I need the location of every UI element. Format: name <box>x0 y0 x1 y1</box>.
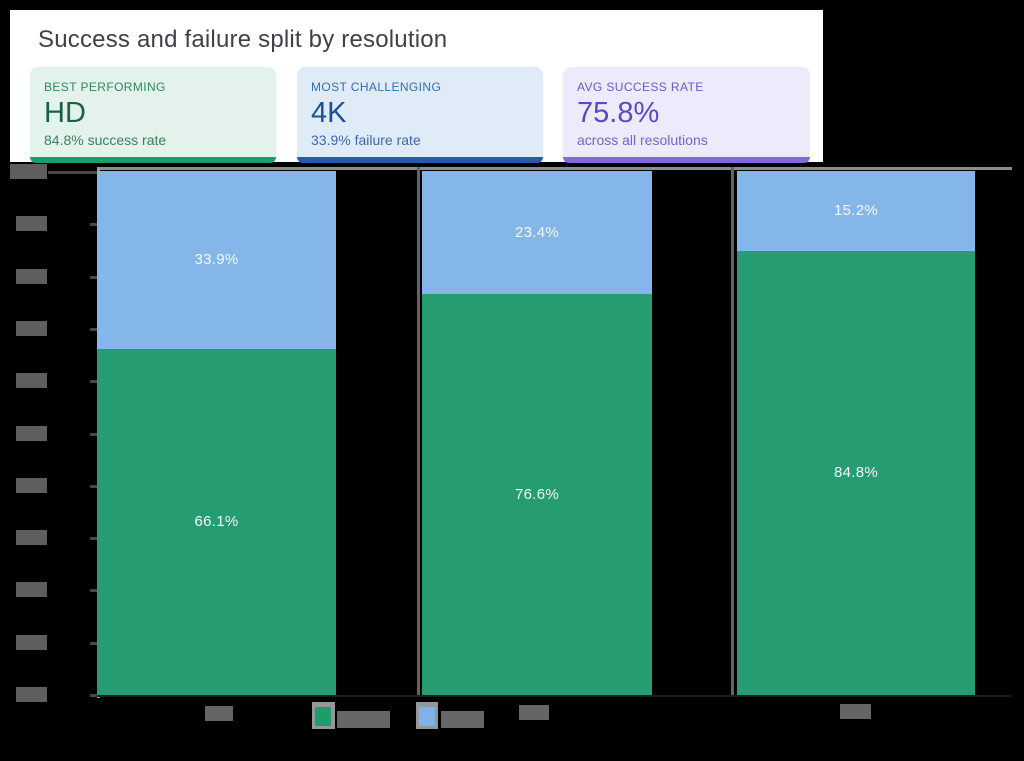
plot-top-spine <box>97 167 1012 170</box>
y-tick-label-redacted <box>16 582 47 598</box>
card-label: AVG SUCCESS RATE <box>577 80 704 94</box>
summary-card-avg-success-rate: AVG SUCCESS RATE 75.8% across all resolu… <box>563 67 810 163</box>
bar-value-label: 76.6% <box>514 485 560 503</box>
y-tick-label-redacted <box>10 164 47 179</box>
bar-value-label: 23.4% <box>514 223 560 241</box>
bar-group-3: 15.2% 84.8% <box>737 171 975 695</box>
y-tick-mark <box>90 432 97 436</box>
legend-swatch-success <box>315 707 331 726</box>
gridline-vertical <box>417 167 420 695</box>
card-subtitle: 84.8% success rate <box>44 132 167 148</box>
y-tick-label-redacted <box>16 320 47 336</box>
y-tick-label-redacted <box>16 268 47 284</box>
y-tick-mark <box>90 641 97 645</box>
y-tick-label-redacted <box>16 634 47 650</box>
x-tick-label-redacted <box>205 706 233 721</box>
bar-segment-failure[interactable]: 23.4% <box>422 171 652 294</box>
y-tick-label-redacted <box>16 373 47 389</box>
card-accent-bar <box>563 157 810 163</box>
x-tick-label-redacted <box>840 704 871 719</box>
bar-segment-success[interactable]: 84.8% <box>737 250 975 695</box>
y-tick-mark <box>90 537 97 541</box>
card-accent-bar <box>30 157 276 163</box>
y-tick-label-redacted <box>16 216 47 232</box>
y-tick-mark <box>90 327 97 331</box>
legend-label-redacted[interactable] <box>441 711 484 728</box>
page-title: Success and failure split by resolution <box>38 26 448 53</box>
bar-value-label: 84.8% <box>833 464 879 482</box>
chart-header-panel: Success and failure split by resolution … <box>10 10 823 163</box>
y-tick-mark <box>90 694 97 697</box>
bar-value-label: 33.9% <box>194 251 239 269</box>
card-subtitle: 33.9% failure rate <box>311 132 421 148</box>
bar-value-label: 15.2% <box>833 202 879 220</box>
y-tick-mark <box>90 380 97 384</box>
bar-segment-failure[interactable]: 33.9% <box>97 171 336 349</box>
y-tick-mark <box>90 589 97 593</box>
card-value: 75.8% <box>577 97 660 129</box>
y-tick-label-redacted <box>16 425 47 441</box>
summary-card-best-performing: BEST PERFORMING HD 84.8% success rate <box>30 67 276 163</box>
y-tick-label-redacted <box>16 477 47 493</box>
y-tick-mark <box>90 275 97 279</box>
bar-segment-success[interactable]: 66.1% <box>97 348 336 695</box>
card-label: BEST PERFORMING <box>44 80 166 94</box>
y-tick-label-redacted <box>16 530 47 546</box>
y-tick-mark <box>90 484 97 488</box>
card-accent-bar <box>297 157 543 163</box>
y-tick-mark <box>48 171 97 174</box>
gridline-vertical <box>731 167 734 695</box>
summary-card-most-challenging: MOST CHALLENGING 4K 33.9% failure rate <box>297 67 543 163</box>
bar-segment-failure[interactable]: 15.2% <box>737 171 975 251</box>
bar-group-2: 23.4% 76.6% <box>422 171 652 695</box>
legend-swatch-failure <box>419 707 435 726</box>
card-subtitle: across all resolutions <box>577 132 708 148</box>
y-tick-mark <box>90 223 97 227</box>
card-label: MOST CHALLENGING <box>311 80 442 94</box>
card-value: HD <box>44 97 86 129</box>
bar-group-1: 33.9% 66.1% <box>97 171 336 695</box>
card-value: 4K <box>311 97 347 129</box>
x-axis-line <box>97 695 1012 697</box>
legend-label-redacted[interactable] <box>337 711 390 728</box>
bar-value-label: 66.1% <box>194 513 239 531</box>
x-tick-label-redacted <box>519 705 549 720</box>
y-tick-label-redacted <box>16 687 47 702</box>
bar-segment-success[interactable]: 76.6% <box>422 293 652 695</box>
